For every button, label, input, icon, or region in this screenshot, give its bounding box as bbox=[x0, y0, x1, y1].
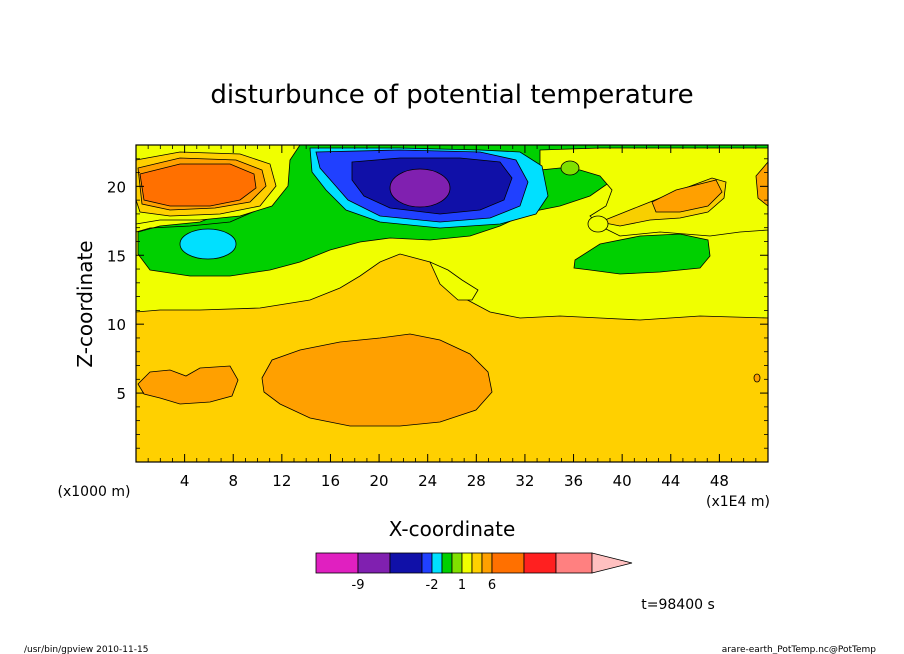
x-tick-label: 44 bbox=[661, 472, 680, 490]
time-label: t=98400 s bbox=[641, 597, 715, 613]
x-tick-label: 16 bbox=[321, 472, 340, 490]
y-tick-label: 20 bbox=[107, 178, 126, 196]
colorbar-segment bbox=[471, 552, 483, 574]
footer-left: /usr/bin/gpview 2010-11-15 bbox=[24, 645, 148, 654]
colorbar-labels: -9 -2 1 6 bbox=[352, 578, 497, 593]
colorbar-segment bbox=[315, 552, 359, 574]
colorbar-segment bbox=[421, 552, 433, 574]
colorbar-segment bbox=[461, 552, 473, 574]
x-tick-label: 36 bbox=[564, 472, 583, 490]
y-axis-title: Z-coordinate bbox=[73, 240, 97, 367]
y-axis: 5 10 15 20 bbox=[107, 158, 768, 449]
contour-yellow-lobe bbox=[429, 261, 479, 301]
x-tick-label: 8 bbox=[228, 472, 238, 490]
contour-purple-core bbox=[389, 168, 451, 208]
colorbar-segment bbox=[389, 552, 423, 574]
y-tick-label: 10 bbox=[107, 316, 126, 334]
colorbar-tick-label: 6 bbox=[488, 578, 496, 593]
contour-spot-2 bbox=[587, 215, 609, 233]
contour-cyan-left bbox=[179, 228, 237, 260]
colorbar-segment bbox=[357, 552, 391, 574]
colorbar-segment bbox=[481, 552, 493, 574]
colorbar-segment bbox=[523, 552, 557, 574]
colorbar-arrow bbox=[591, 552, 633, 574]
x-axis-title: X-coordinate bbox=[389, 517, 516, 541]
x-tick-label: 4 bbox=[180, 472, 190, 490]
x-tick-label: 12 bbox=[272, 472, 291, 490]
colorbar-segment bbox=[431, 552, 443, 574]
colorbar-segment bbox=[555, 552, 593, 574]
contour-orange-edge bbox=[755, 161, 768, 207]
colorbar-segment bbox=[441, 552, 453, 574]
colorbar-tick-label: 1 bbox=[458, 578, 466, 593]
plot-area bbox=[135, 144, 769, 463]
contour-warm-low-left bbox=[137, 365, 239, 405]
x-tick-label: 20 bbox=[370, 472, 389, 490]
x-unit-left: (x1000 m) bbox=[58, 484, 131, 500]
contour-warm-tl-3 bbox=[139, 163, 257, 207]
y-tick-label: 5 bbox=[116, 385, 126, 403]
chart-title: disturbunce of potential temperature bbox=[210, 80, 693, 110]
contour-spot bbox=[560, 160, 580, 176]
x-axis: 4 8 12 16 20 24 28 32 36 40 44 48 bbox=[147, 145, 757, 490]
x-tick-label: 40 bbox=[613, 472, 632, 490]
colorbar-tick-label: -2 bbox=[426, 578, 439, 593]
colorbar-tick-label: -9 bbox=[352, 578, 365, 593]
colorbar-segment bbox=[491, 552, 525, 574]
x-tick-label: 32 bbox=[515, 472, 534, 490]
y-tick-label: 15 bbox=[107, 247, 126, 265]
x-tick-label: 24 bbox=[418, 472, 437, 490]
colorbar bbox=[315, 552, 633, 574]
contour-green-right bbox=[573, 233, 711, 275]
contour-warm-low-center bbox=[261, 333, 493, 427]
colorbar-segment bbox=[451, 552, 463, 574]
footer-right: arare-earth_PotTemp.nc@PotTemp bbox=[722, 645, 877, 654]
contour-warm-small bbox=[753, 373, 761, 383]
x-tick-label: 48 bbox=[710, 472, 729, 490]
contour-orange-right-core bbox=[651, 179, 723, 213]
x-tick-label: 28 bbox=[467, 472, 486, 490]
x-unit-right: (x1E4 m) bbox=[706, 494, 770, 510]
